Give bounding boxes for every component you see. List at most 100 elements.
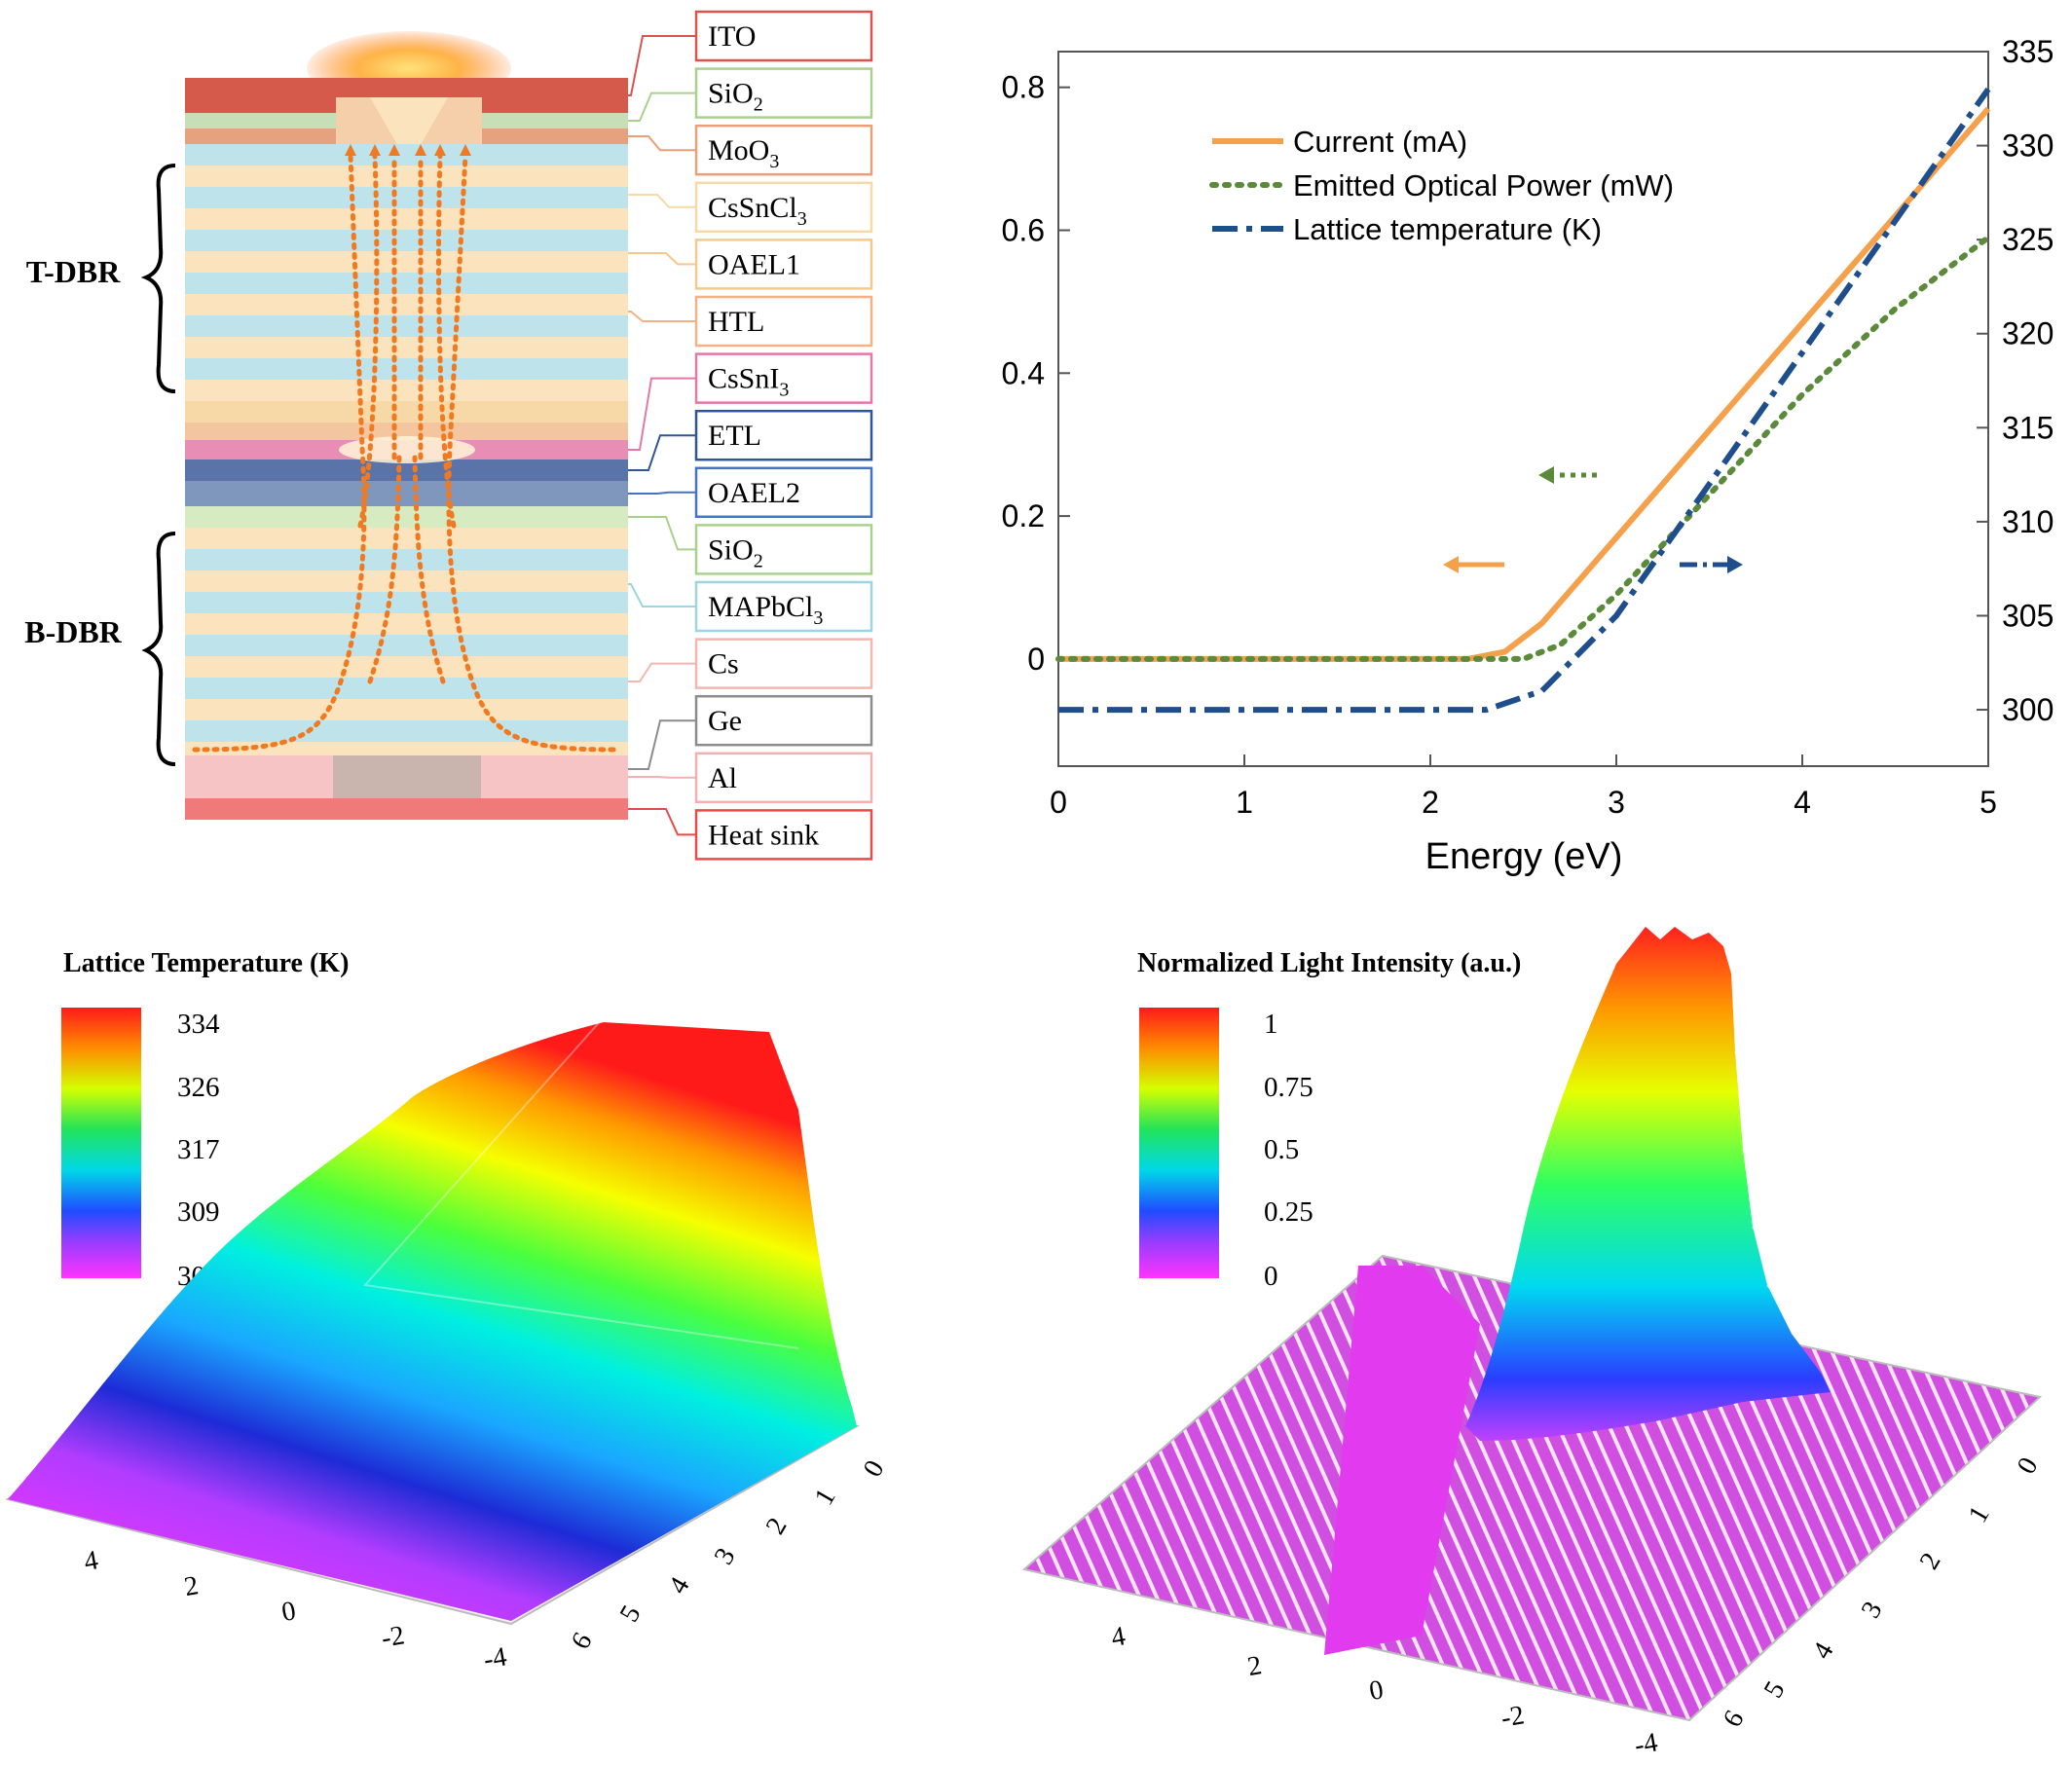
colorbar-tick-label: 0.25 [1264,1196,1314,1228]
aperture-cone [370,97,448,148]
layer-label-box [694,409,873,461]
layer-label: Cs [708,648,739,680]
x-tick-label: 3 [1608,785,1625,820]
axis-tick-label: 3 [1856,1597,1889,1624]
y-left-tick-label: 0.6 [1002,213,1045,248]
callout-leader-line [628,491,696,495]
axis-tick-label: 4 [1807,1637,1840,1665]
axis-tick-label: 6 [1718,1706,1751,1733]
x-tick-label: 5 [1980,785,1997,820]
layer-label-subscript: 3 [779,380,789,401]
series-lines [1055,87,1991,714]
axis-tick-label: 0 [279,1596,298,1628]
flow-arrowheads [345,144,471,156]
axis-tick-label: -4 [481,1641,508,1675]
x-tick-label: 2 [1422,785,1439,820]
axis-tick-label: 5 [1758,1676,1792,1704]
axis-tick-label: 5 [614,1600,648,1628]
x-tick-label: 4 [1794,785,1811,820]
layer-label-box [694,809,873,861]
layer-label-subscript: 2 [754,550,763,571]
axis-tick-label: 2 [1914,1548,1947,1575]
layer-label-box [694,580,873,633]
axis-tick-label: -4 [1632,1727,1659,1761]
y-right-tick-label: 325 [2002,222,2054,257]
x-tick-label: 0 [1050,785,1067,820]
callout-leader-line [628,516,696,551]
y-left-tick-label: 0.8 [1002,70,1045,105]
axis-tick-label: 2 [1245,1650,1264,1682]
peak-ridge-lines [1733,1049,1812,1321]
series-line [1055,234,1991,662]
y-right-tick-label: 335 [2002,34,2054,69]
colorbar-tick-label: 334 [177,1009,220,1040]
layer-label-box [694,67,873,119]
callout-leader-line [628,92,696,122]
layer-label-box [694,638,873,689]
layer-label-box [694,466,873,519]
callout-leader-line [628,377,696,451]
colorbar [61,1008,141,1278]
layer-callouts: ITOSiO2MoO3CsSnCl3OAEL1HTLCsSnI3ETLOAEL2… [628,10,873,861]
layer-label: Heat sink [708,819,819,851]
callout-leader-line [628,35,696,96]
plot-title: Normalized Light Intensity (a.u.) [1137,948,1521,978]
layer-label: MoO3 [708,134,779,172]
b-dbr-brace [141,532,176,766]
legend: Current (mA) Emitted Optical Power (mW) La… [1209,125,1674,246]
y-right-tick-label: 310 [2002,504,2054,539]
callout-leader-line [628,776,696,779]
colorbar-tick-label: 309 [177,1196,220,1228]
axis-ticks: 0 1 2 3 4 5 0 0.2 0.4 0.6 0.8 300 305 310 315 320 325 330… [1002,34,2054,820]
line-chart: 0 1 2 3 4 5 0 0.2 0.4 0.6 0.8 300 305 310 315 320 325 330… [1002,34,2054,877]
active-glow [339,436,475,463]
t-dbr-stack [185,144,628,440]
group-label-bdbr: B-DBR [24,614,122,649]
axis-tick-label: 2 [760,1513,794,1540]
layer-label-subscript: 3 [797,208,807,230]
layer-label: CsSnCl3 [708,192,807,230]
x-axis-label: Energy (eV) [1425,836,1623,877]
layer-label-box [694,124,873,176]
axis-tick-label: -2 [379,1620,406,1654]
layer-label-box [694,239,873,290]
colorbar-ticks: 334326317309300 [177,1009,220,1292]
temperature-surface [8,1022,857,1621]
layer-label-box [694,10,873,62]
axis-tick-label: 1 [809,1484,842,1511]
lattice-temperature-surface-plot: Lattice Temperature (K) 334326317309300 … [4,948,891,1675]
layer-label-box [694,752,873,804]
axis-tick-label: 4 [82,1545,100,1577]
group-label-tdbr: T-DBR [26,254,122,289]
layer-label: Ge [708,705,742,737]
layer-label-box [694,181,873,234]
t-dbr-brace [140,164,176,393]
callout-leader-line [628,252,696,266]
layer-label-box [694,352,873,404]
callout-leader-line [628,719,696,770]
colorbar-ticks: 1 0.75 0.5 0.25 0 [1264,1009,1314,1292]
layer-label: OAEL2 [708,477,800,509]
y-right-tick-label: 320 [2002,316,2054,351]
plot-title: Lattice Temperature (K) [63,948,349,978]
y-left-tick-label: 0.4 [1002,355,1045,390]
y-right-tick-label: 305 [2002,598,2054,633]
axis-tick-label: 4 [1109,1621,1128,1653]
intensity-peak [1465,927,1831,1441]
layer-label-box [694,295,873,348]
colorbar-tick-label: 0.75 [1264,1072,1314,1103]
legend-label: Current (mA) [1293,125,1467,159]
colorbar-tick-label: 326 [177,1072,220,1103]
colorbar [1139,1008,1219,1278]
axis-tick-label: 0 [2012,1452,2045,1480]
plot-frame [1057,51,1989,767]
layer-label: MAPbCl3 [708,591,823,629]
device-structure-diagram: T-DBR B-DBR ITOSiO2MoO3CsSnCl3OAEL1HTLCs… [24,10,873,861]
layer-heat-sink [185,798,628,820]
x-tick-label: 1 [1236,785,1253,820]
legend-label: Emitted Optical Power (mW) [1293,168,1674,202]
layer-label: HTL [708,306,764,338]
light-intensity-surface-plot: Normalized Light Intensity (a.u.) 1 0.75 0… [1021,927,2045,1761]
layer-label-box [694,694,873,747]
